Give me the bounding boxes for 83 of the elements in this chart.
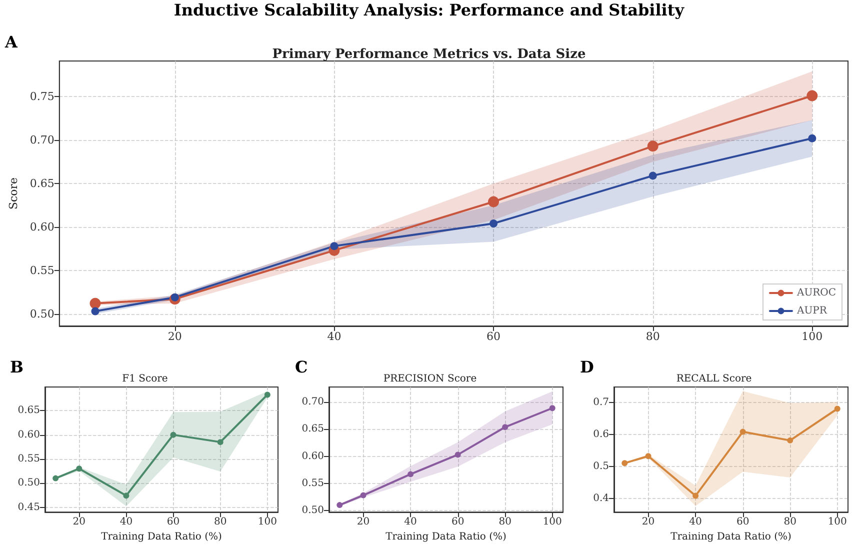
x-tick-label: 100 [542,516,562,528]
text: C [295,358,308,376]
x-tick-label: 100 [802,330,823,343]
chart-title: Primary Performance Metrics vs. Data Size [272,47,586,62]
point [502,424,508,430]
y-tick-label: 0.45 [18,502,40,513]
y-tick-label: 0.7 [593,396,609,408]
x-tick-label: 80 [214,516,227,528]
y-tick-label: 0.50 [18,478,40,489]
y-tick-label: 0.70 [30,134,54,147]
x-tick-label: 20 [168,330,182,343]
x-tick-label: 80 [646,330,660,343]
point [264,392,270,398]
point [330,242,338,250]
chart-title: RECALL Score [676,374,752,384]
y-tick-label: 0.50 [30,307,54,320]
x-tick-label: 60 [486,330,501,343]
x-tick-label: 60 [451,516,464,528]
y-tick-label: 0.65 [30,177,54,190]
text: D [580,358,594,376]
point [170,432,176,438]
point [549,405,556,412]
point [806,90,818,102]
x-tick-label: 40 [120,516,133,528]
point [490,219,498,228]
y-tick-label: 0.6 [593,428,609,440]
y-tick-label: 0.70 [302,396,324,408]
x-tick-label: 20 [72,516,86,528]
x-axis-title: Training Data Ratio (%) [386,532,507,542]
point [488,196,500,208]
point [360,492,366,498]
point [91,307,100,316]
point [217,439,224,446]
point [454,452,461,458]
chart-title: F1 Score [122,374,168,384]
text: B [10,358,24,376]
point [787,437,794,444]
legend-label: AUPR [796,306,828,316]
point [170,293,179,302]
y-tick-label: 0.60 [302,450,324,462]
x-tick-label: 100 [258,516,277,528]
point [808,134,816,142]
point [336,502,343,508]
y-tick-label: 0.60 [30,220,54,234]
y-tick-label: 0.65 [18,405,40,416]
point [834,406,840,412]
point [123,492,130,499]
legend-label: AUROC [796,288,836,298]
point [647,140,658,152]
x-tick-label: 40 [404,516,417,528]
point [408,471,414,478]
x-tick-label: 40 [327,330,342,343]
point [740,428,746,435]
y-tick-label: 0.55 [18,453,40,464]
y-axis-title: Score [7,177,20,210]
x-axis-title: Training Data Ratio (%) [670,532,792,542]
x-tick-label: 40 [689,516,702,528]
x-tick-label: 60 [736,516,750,528]
point [90,298,101,309]
y-tick-label: 0.5 [593,460,609,472]
point [692,492,699,499]
text: Inductive Scalability Analysis: Performance and Stability [174,0,685,20]
y-tick-label: 0.50 [302,504,324,516]
point [52,475,59,482]
chart-title: PRECISION Score [383,374,477,384]
point [76,466,82,472]
y-tick-label: 0.65 [302,424,324,435]
x-tick-label: 20 [642,516,655,528]
y-tick-label: 0.55 [30,264,54,277]
x-tick-label: 80 [498,516,512,528]
y-tick-label: 0.60 [18,429,40,440]
x-tick-label: 60 [166,516,180,528]
x-tick-label: 20 [356,516,370,528]
text: A [4,32,18,52]
point [622,460,628,466]
y-tick-label: 0.75 [30,90,54,104]
y-tick-label: 0.55 [302,478,324,489]
point [648,172,657,180]
y-tick-label: 0.4 [593,492,609,504]
point [645,453,652,460]
x-tick-label: 80 [784,516,796,528]
x-axis-title: Training Data Ratio (%) [101,532,222,542]
x-tick-label: 100 [828,516,847,528]
